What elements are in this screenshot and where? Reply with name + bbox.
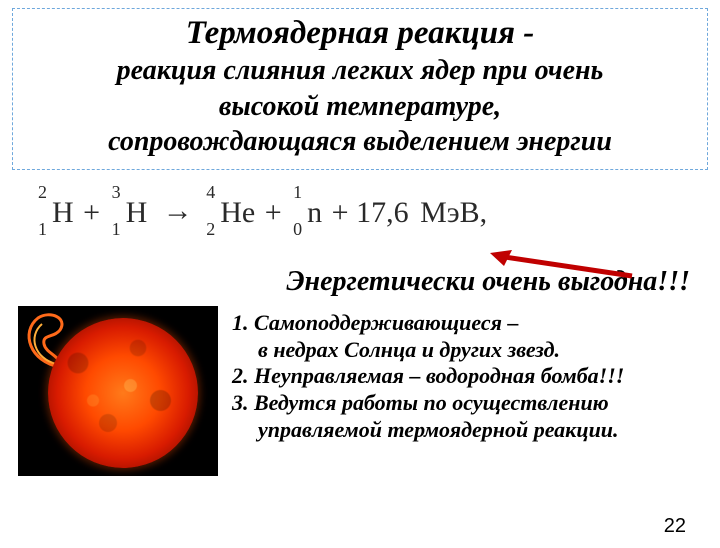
reaction-arrow: → xyxy=(163,194,193,228)
mass-number: 2 xyxy=(38,182,47,203)
list-item-cont: в недрах Солнца и других звезд. xyxy=(232,337,624,364)
formula-row: 2 1 H + 3 1 H → 4 2 He + 1 0 n + 17,6 Мэ… xyxy=(30,188,720,258)
energy-unit: МэВ, xyxy=(420,196,487,229)
item-text: Самоподдерживающиеся – xyxy=(254,310,518,335)
mass-number: 4 xyxy=(206,182,215,203)
fusion-formula: 2 1 H + 3 1 H → 4 2 He + 1 0 n + 17,6 Мэ… xyxy=(50,196,487,230)
emphasis-arrow-icon xyxy=(490,250,640,280)
plus-sign: + xyxy=(332,196,349,229)
item-text: Ведутся работы по осуществлению xyxy=(254,390,609,415)
nuclide-he4: 4 2 He xyxy=(220,196,255,230)
list-item: 1. Самоподдерживающиеся – xyxy=(232,310,624,337)
reaction-types-list: 1. Самоподдерживающиеся – в недрах Солнц… xyxy=(232,310,624,476)
list-item: 3. Ведутся работы по осуществлению xyxy=(232,390,624,417)
sun-granulation xyxy=(48,318,198,468)
mass-number: 1 xyxy=(293,182,302,203)
bottom-section: 1. Самоподдерживающиеся – в недрах Солнц… xyxy=(18,306,702,476)
title-sub-line3: сопровождающаяся выделением энергии xyxy=(23,125,697,159)
plus-sign: + xyxy=(265,196,282,229)
list-item-cont: управляемой термоядерной реакции. xyxy=(232,417,624,444)
sun-disk xyxy=(48,318,198,468)
energy-value: 17,6 xyxy=(356,196,409,229)
item-text: управляемой термоядерной реакции. xyxy=(258,417,619,442)
item-number: 3. xyxy=(232,390,249,415)
item-number: 1. xyxy=(232,310,249,335)
nuclide-n: 1 0 n xyxy=(307,196,322,230)
item-text: в недрах Солнца и других звезд. xyxy=(258,337,560,362)
atomic-number: 1 xyxy=(38,219,47,240)
item-text: Неуправляемая – водородная бомба!!! xyxy=(254,363,624,388)
nuclide-h2: 2 1 H xyxy=(52,196,74,230)
title-sub-line1: реакция слияния легких ядер при очень xyxy=(23,54,697,88)
sun-image xyxy=(18,306,218,476)
element-symbol: H xyxy=(126,196,148,229)
element-symbol: He xyxy=(220,196,255,229)
item-number: 2. xyxy=(232,363,249,388)
element-symbol: H xyxy=(52,196,74,229)
atomic-number: 1 xyxy=(112,219,121,240)
mass-number: 3 xyxy=(112,182,121,203)
title-main: Термоядерная реакция - xyxy=(23,15,697,52)
atomic-number: 2 xyxy=(206,219,215,240)
title-sub-line2: высокой температуре, xyxy=(23,90,697,124)
list-item: 2. Неуправляемая – водородная бомба!!! xyxy=(232,363,624,390)
title-box: Термоядерная реакция - реакция слияния л… xyxy=(12,8,708,170)
nuclide-h3: 3 1 H xyxy=(126,196,148,230)
element-symbol: n xyxy=(307,196,322,229)
atomic-number: 0 xyxy=(293,219,302,240)
page-number: 22 xyxy=(664,515,686,538)
plus-sign: + xyxy=(83,196,100,229)
